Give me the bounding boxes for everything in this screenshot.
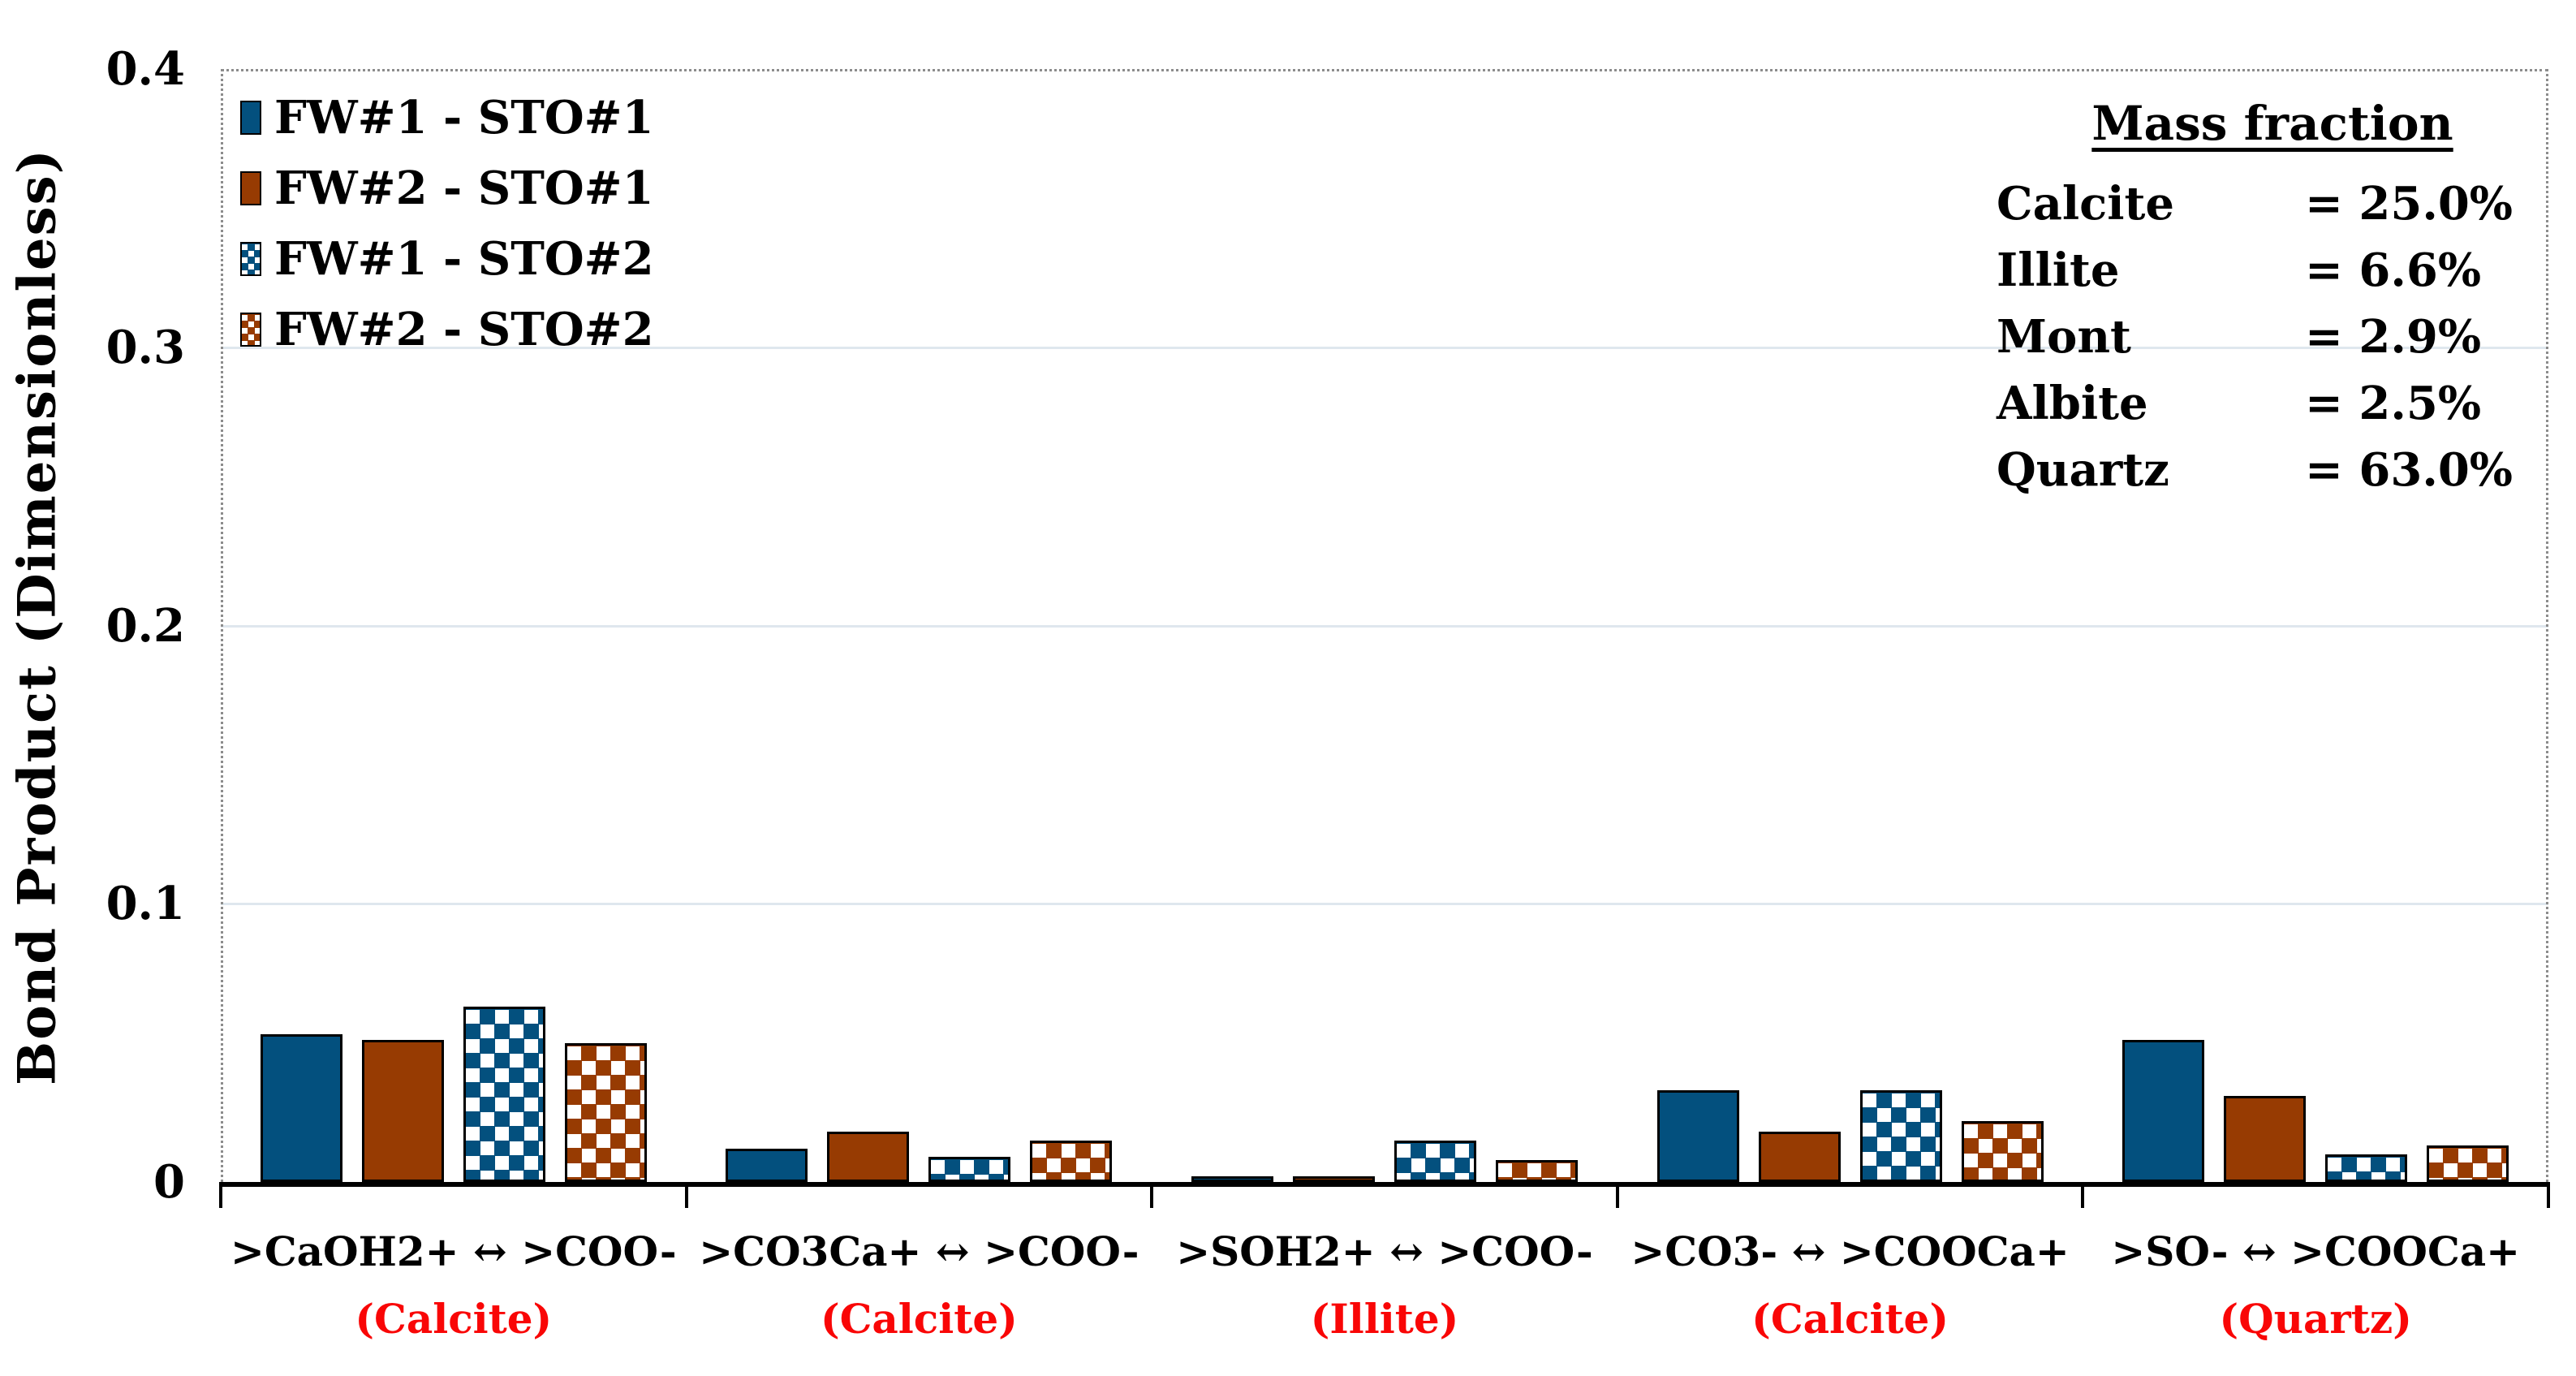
mass-fraction-annotation: Mass fraction Calcite = 25.0% Illite = 6.6%…	[1997, 96, 2548, 503]
mineral-label: (Quartz)	[2219, 1295, 2412, 1343]
mineral-value: = 63.0%	[2305, 443, 2514, 497]
bar-FW#2 - STO#1-group4	[1758, 1132, 1841, 1182]
y-tick-label: 0.2	[106, 598, 185, 653]
y-tick-label: 0.3	[106, 320, 185, 374]
mineral-label: (Calcite)	[820, 1295, 1018, 1343]
solid-swatch-icon	[240, 171, 261, 205]
mass-fraction-row: Quartz = 63.0%	[1997, 437, 2548, 503]
bar-FW#1 - STO#1-group1	[260, 1034, 342, 1182]
category-label: >CO3- ↔ >COOCa+	[1630, 1227, 2070, 1275]
y-tick-label: 0	[153, 1155, 185, 1209]
bar-FW#2 - STO#2-group2	[1030, 1141, 1113, 1182]
category-label: >CaOH2+ ↔ >COO-	[230, 1227, 677, 1275]
bar-FW#1 - STO#1-group2	[726, 1149, 808, 1182]
bar-FW#1 - STO#1-group3	[1191, 1176, 1273, 1182]
x-axis-line	[219, 1182, 2550, 1187]
mineral-label: (Calcite)	[355, 1295, 553, 1343]
bar-FW#1 - STO#1-group4	[1656, 1090, 1739, 1182]
y-tick-label: 0.4	[106, 42, 185, 96]
mineral-label: (Illite)	[1310, 1295, 1459, 1343]
checker-swatch-icon	[240, 242, 261, 276]
solid-swatch-icon	[240, 101, 261, 135]
x-axis-tick	[219, 1187, 222, 1208]
x-axis-tick	[1150, 1187, 1154, 1208]
legend-label: FW#1 - STO#2	[274, 232, 654, 286]
mineral-value: = 25.0%	[2305, 177, 2514, 231]
legend-item: FW#2 - STO#1	[240, 162, 654, 215]
mass-fraction-title: Mass fraction	[2091, 96, 2453, 151]
bar-FW#1 - STO#2-group1	[463, 1007, 545, 1182]
bar-FW#2 - STO#1-group3	[1293, 1176, 1375, 1182]
legend-label: FW#2 - STO#1	[274, 162, 654, 215]
legend-label: FW#1 - STO#1	[274, 91, 654, 145]
y-tick-label: 0.1	[106, 877, 185, 931]
bar-FW#2 - STO#2-group5	[2427, 1145, 2509, 1182]
category-label: >CO3Ca+ ↔ >COO-	[699, 1227, 1139, 1275]
checker-swatch-icon	[240, 313, 261, 347]
bar-FW#1 - STO#2-group3	[1394, 1141, 1476, 1182]
mineral-name: Calcite	[1997, 177, 2174, 231]
x-axis-tick	[684, 1187, 688, 1208]
bar-FW#2 - STO#2-group4	[1961, 1121, 2044, 1182]
bar-FW#2 - STO#2-group3	[1496, 1160, 1578, 1182]
mineral-value: = 2.9%	[2305, 310, 2482, 364]
gridline-0.1	[221, 903, 2548, 906]
bar-FW#2 - STO#1-group5	[2224, 1096, 2307, 1182]
x-axis-tick	[1615, 1187, 1619, 1208]
mineral-label: (Calcite)	[1751, 1295, 1949, 1343]
bar-FW#1 - STO#2-group5	[2325, 1154, 2408, 1182]
legend-item: FW#2 - STO#2	[240, 303, 654, 356]
legend-label: FW#2 - STO#2	[274, 303, 654, 356]
gridline-0.3	[221, 346, 2548, 349]
mass-fraction-row: Illite = 6.6%	[1997, 237, 2548, 304]
legend: FW#1 - STO#1 FW#2 - STO#1 FW#1 - STO#2 FW#2…	[240, 91, 654, 382]
plot-area	[221, 69, 2548, 1182]
bar-FW#2 - STO#1-group1	[361, 1040, 444, 1182]
mass-fraction-row: Mont = 2.9%	[1997, 304, 2548, 370]
mass-fraction-row: Albite = 2.5%	[1997, 370, 2548, 437]
category-label: >SO- ↔ >COOCa+	[2111, 1227, 2521, 1275]
bar-FW#2 - STO#1-group2	[827, 1132, 910, 1182]
mineral-value: = 2.5%	[2305, 377, 2482, 430]
gridline-0.2	[221, 624, 2548, 628]
mineral-value: = 6.6%	[2305, 244, 2482, 297]
mineral-name: Quartz	[1997, 443, 2169, 497]
x-axis-tick	[2081, 1187, 2085, 1208]
bar-FW#1 - STO#2-group2	[928, 1157, 1011, 1182]
bar-FW#1 - STO#1-group5	[2122, 1040, 2205, 1182]
mineral-name: Albite	[1997, 377, 2148, 430]
x-axis-tick	[2547, 1187, 2550, 1208]
legend-item: FW#1 - STO#2	[240, 232, 654, 286]
bar-FW#1 - STO#2-group4	[1859, 1090, 1942, 1182]
mineral-name: Illite	[1997, 244, 2120, 297]
mass-fraction-row: Calcite = 25.0%	[1997, 170, 2548, 237]
bar-FW#2 - STO#2-group1	[564, 1043, 647, 1182]
legend-item: FW#1 - STO#1	[240, 91, 654, 145]
category-label: >SOH2+ ↔ >COO-	[1176, 1227, 1593, 1275]
mineral-name: Mont	[1997, 310, 2131, 364]
